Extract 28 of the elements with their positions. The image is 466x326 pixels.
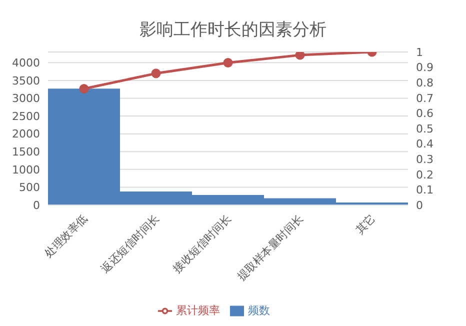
y-tick-label: 3500	[12, 74, 40, 88]
y2-tick-label: 0.5	[416, 122, 434, 136]
y2-tick-label: 0.6	[416, 107, 434, 120]
x-tick-label: 其它	[353, 212, 378, 237]
y-tick-label: 4000	[12, 56, 40, 70]
y2-tick-label: 0.3	[416, 153, 434, 166]
y-tick-label: 1500	[12, 146, 40, 159]
legend-label: 累计频率	[176, 304, 220, 317]
y2-tick-label: 0.8	[416, 76, 434, 90]
y-tick-label: 500	[19, 181, 40, 194]
legend-label: 频数	[248, 304, 270, 317]
y2-tick-label: 0.2	[416, 168, 434, 182]
y-tick-label: 3000	[12, 92, 40, 106]
y2-tick-label: 0.1	[416, 184, 434, 197]
y2-tick-label: 0.7	[416, 92, 434, 105]
x-tick-label: 提取样本量时间长	[234, 212, 306, 284]
y-tick-label: 2500	[12, 110, 40, 123]
y2-tick-label: 0.9	[416, 61, 434, 74]
y-tick-label: 2000	[12, 128, 40, 141]
y2-tick-label: 1	[416, 46, 423, 59]
x-tick-label: 接收短信时间长	[170, 212, 234, 276]
x-tick-label: 返还短信时间长	[98, 212, 162, 276]
y2-tick-label: 0	[416, 198, 423, 212]
x-tick-label: 处理效率低	[42, 212, 90, 260]
chart-title: 影响工作时长的因素分析	[138, 19, 328, 41]
y-tick-label: 0	[33, 198, 40, 212]
y2-tick-label: 0.4	[416, 138, 434, 151]
y-tick-label: 1000	[12, 163, 40, 176]
